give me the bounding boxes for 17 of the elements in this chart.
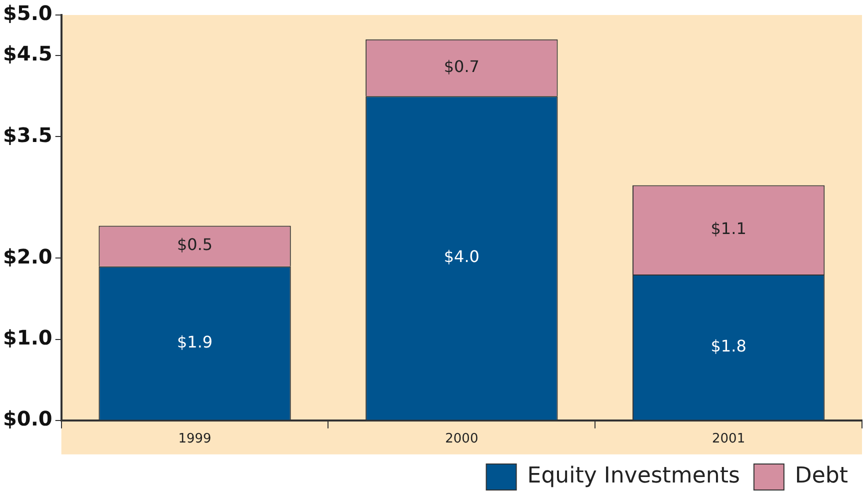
y-tick-label: $4.5 — [2, 42, 52, 66]
x-tick-label: 2001 — [712, 432, 746, 447]
legend-label: Debt — [794, 464, 848, 489]
y-tick-label: $2.0 — [2, 244, 52, 268]
legend-label: Equity Investments — [527, 464, 740, 489]
data-label: $0.5 — [176, 235, 213, 254]
data-label: $1.1 — [710, 219, 746, 238]
y-tick-label: $5.0 — [2, 1, 52, 26]
x-tick-label: 2000 — [445, 432, 478, 447]
data-label: $1.9 — [176, 332, 213, 352]
data-label: $4.0 — [444, 247, 480, 266]
y-tick-label: $3.5 — [2, 122, 52, 147]
data-label: $0.7 — [444, 56, 480, 76]
y-tick-label: $0.0 — [2, 406, 52, 431]
data-label: $1.8 — [710, 336, 746, 356]
x-tick-label: 1999 — [178, 432, 212, 447]
y-tick-label: $1.0 — [2, 326, 52, 350]
